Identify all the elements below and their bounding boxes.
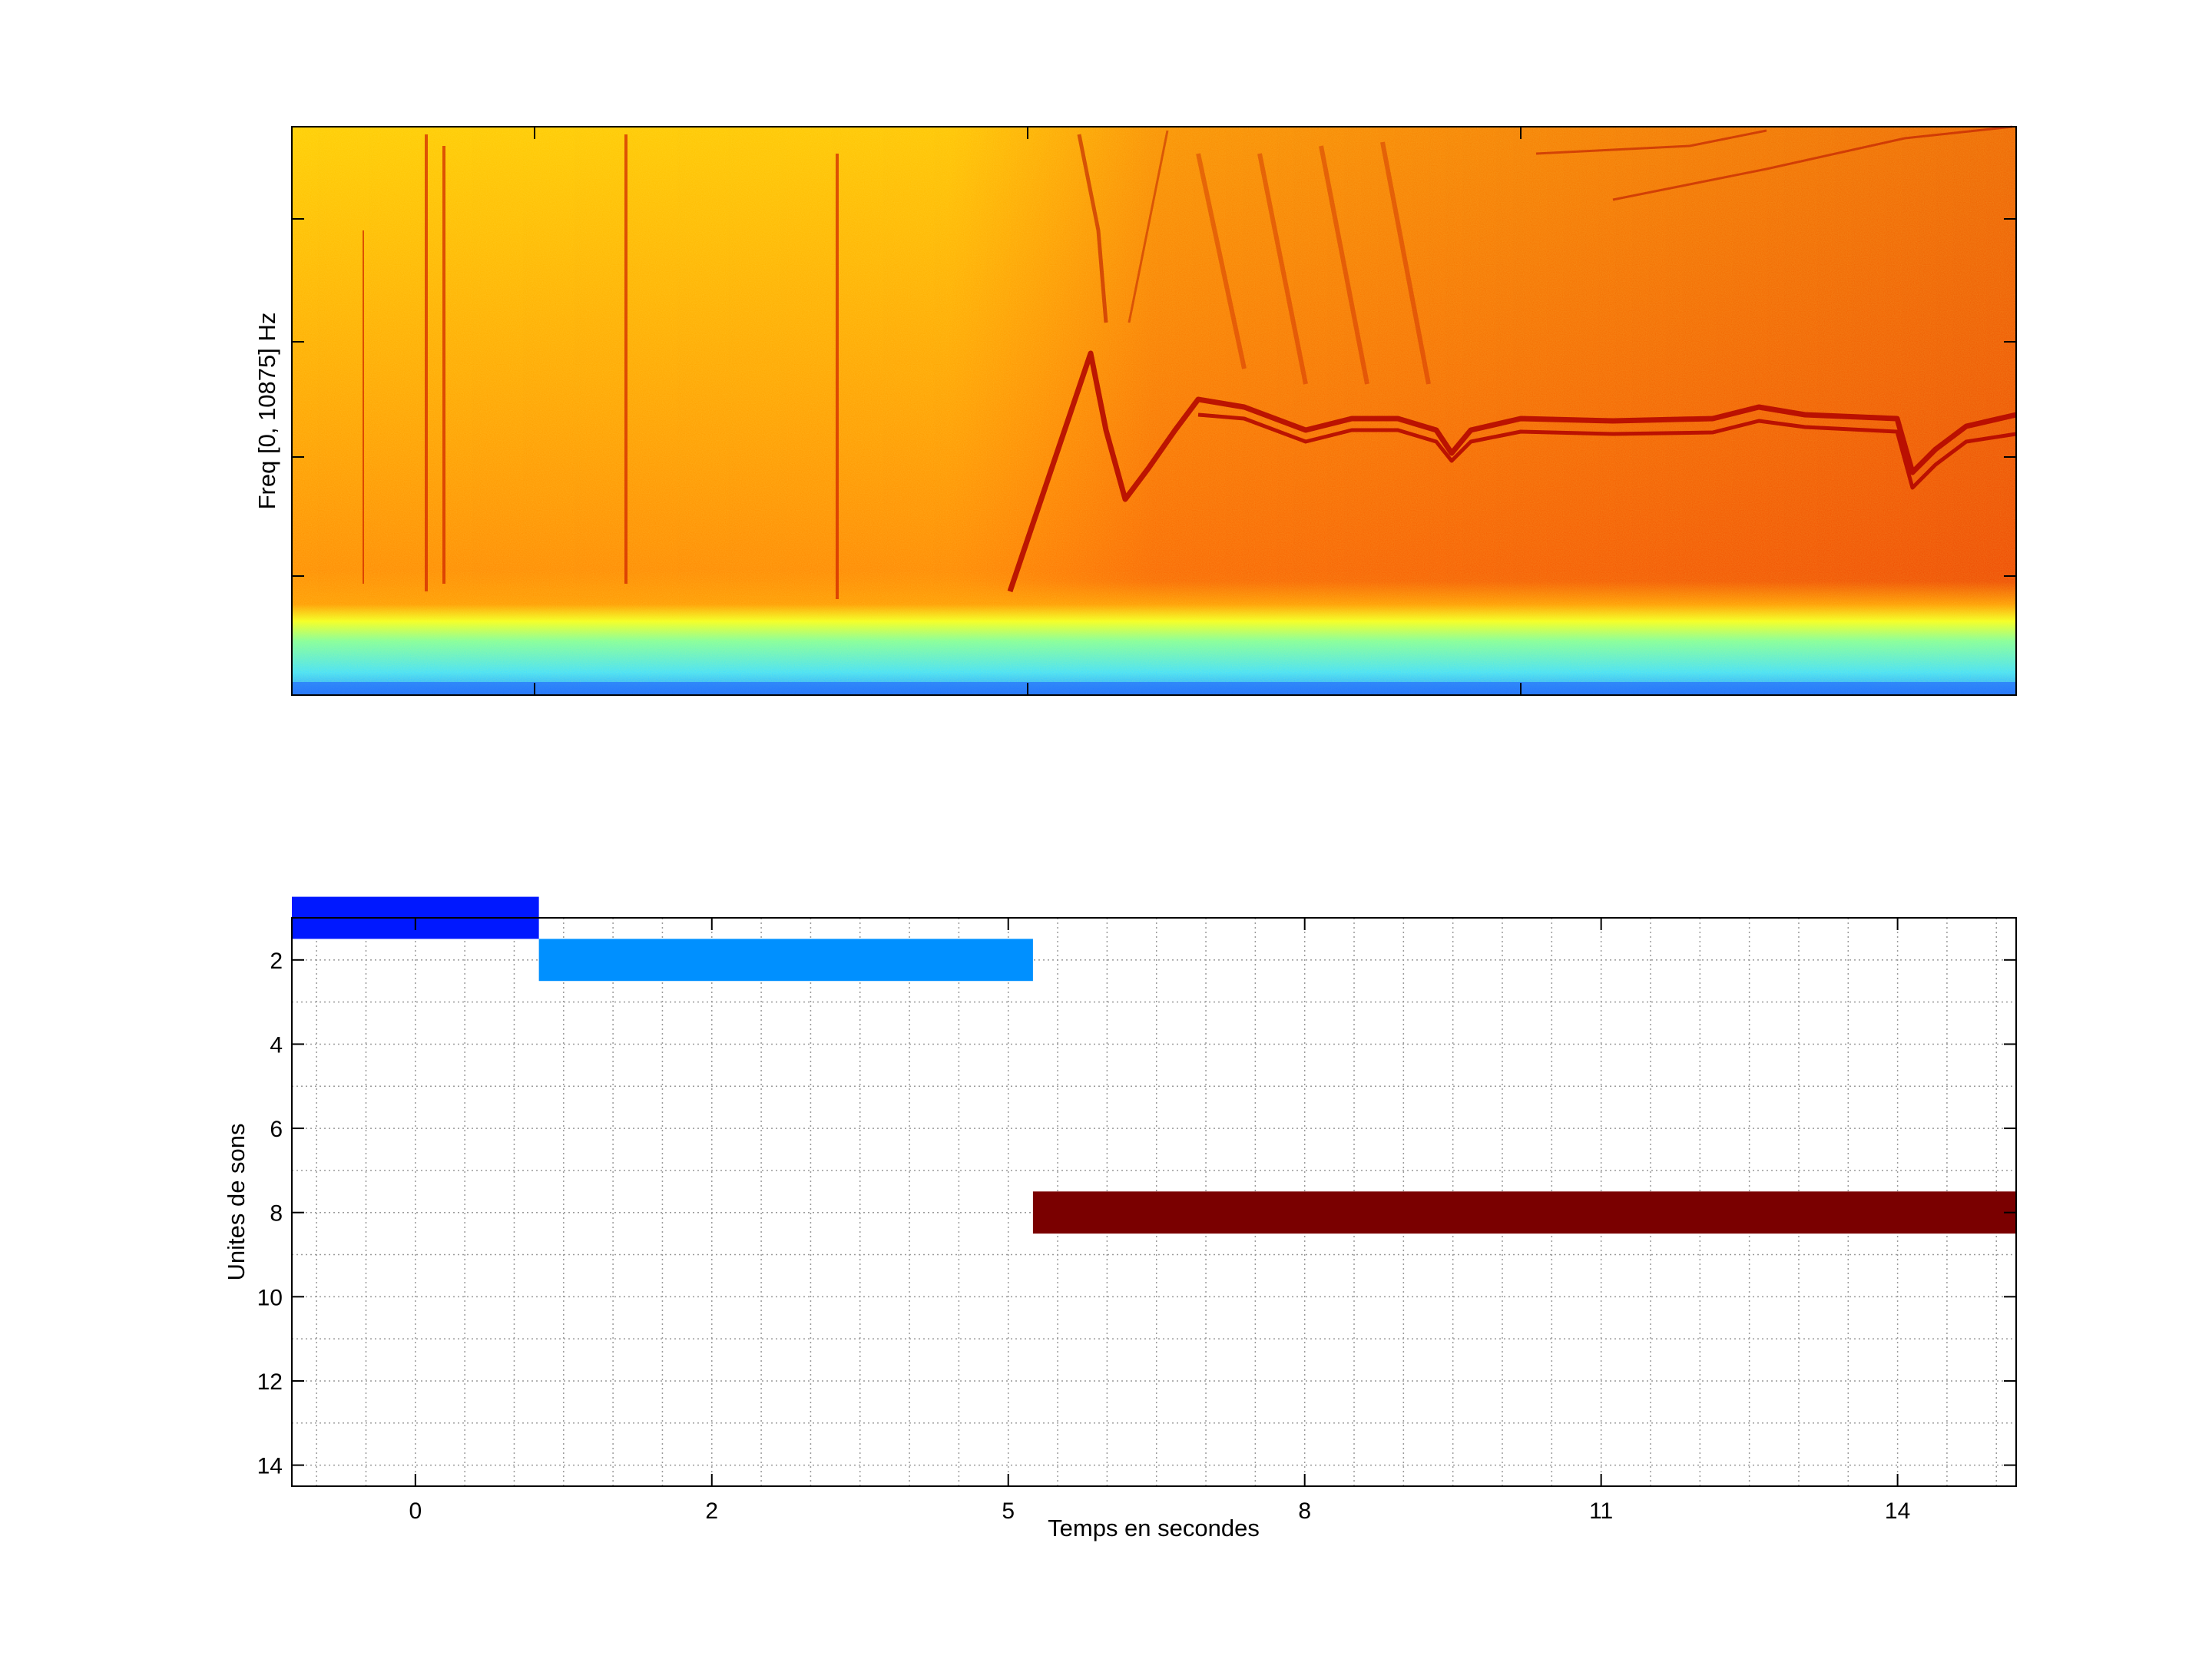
y-tick-label: 4 xyxy=(270,1032,283,1058)
y-ticks: 2 4 6 8 10 12 14 xyxy=(257,949,2016,1479)
timeline-frame xyxy=(291,917,2017,1487)
y-tick-label: 14 xyxy=(257,1454,283,1479)
y-tick-label: 6 xyxy=(270,1117,283,1142)
timeline-x-label: Temps en secondes xyxy=(1048,1515,1260,1541)
spectrogram-panel: Freq [0, 10875] Hz xyxy=(253,125,2017,696)
x-tick-label: 5 xyxy=(1002,1498,1015,1524)
bars xyxy=(292,896,2016,1234)
x-tick-label: 11 xyxy=(1589,1498,1613,1524)
y-tick-label: 2 xyxy=(270,949,283,974)
x-tick-label: 2 xyxy=(705,1498,718,1524)
x-tick-label: 8 xyxy=(1298,1498,1311,1524)
x-tick-label: 14 xyxy=(1885,1498,1910,1524)
y-tick-label: 8 xyxy=(270,1201,283,1227)
x-ticks: 0 2 5 8 11 14 xyxy=(409,918,1910,1524)
y-tick-label: 10 xyxy=(257,1285,283,1310)
sound-unit-bar-8 xyxy=(1032,1191,2016,1234)
timeline-panel: 2 4 6 8 10 12 14 0 2 5 8 11 14 Temps en secondes Un… xyxy=(223,896,2017,1541)
spectrogram-frame xyxy=(291,126,2017,696)
y-tick-label: 12 xyxy=(257,1369,283,1395)
x-tick-label: 0 xyxy=(409,1498,422,1524)
timeline-y-label: Unites de sons xyxy=(223,1123,250,1280)
sound-unit-bar-2 xyxy=(538,939,1033,982)
spectrogram-y-label: Freq [0, 10875] Hz xyxy=(253,313,280,510)
